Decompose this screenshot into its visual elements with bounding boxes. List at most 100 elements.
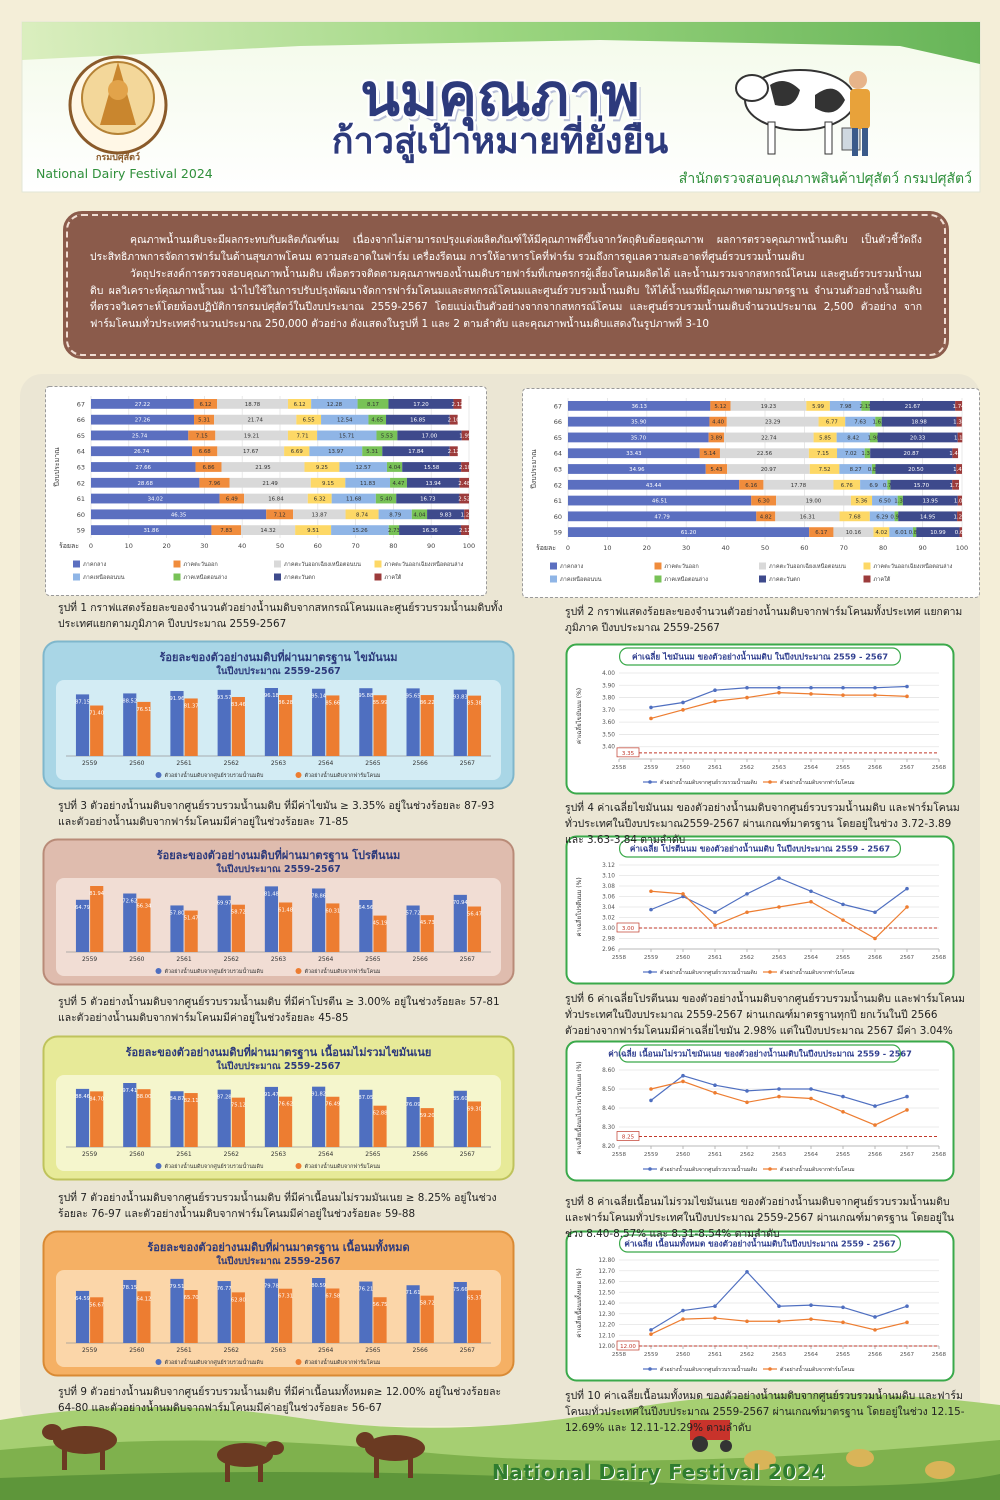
bar-segment: [869, 511, 895, 522]
point: [777, 876, 781, 880]
x-tick-label: 60: [800, 544, 808, 552]
bar-segment: [199, 477, 230, 488]
point: [809, 685, 813, 690]
bar-segment: [860, 479, 888, 490]
y-tick-label: 65: [554, 434, 562, 442]
value-label: 18.78: [245, 402, 261, 408]
value-label: 0.63: [955, 530, 967, 536]
x-tick-label: 2564: [804, 955, 819, 961]
bar-segment: [459, 493, 469, 504]
bar: [467, 906, 482, 952]
bar-segment: [382, 446, 450, 457]
legend-swatch: [295, 1163, 302, 1169]
point: [649, 1098, 653, 1103]
bar-segment: [91, 398, 194, 409]
y-tick-label: 12.60: [598, 1280, 615, 1286]
point: [713, 1316, 717, 1320]
value-label: 69.30: [467, 1106, 482, 1112]
x-tick-label: 2568: [932, 1352, 947, 1358]
y-tick-label: 66: [554, 418, 562, 426]
y-tick-label: 3.40: [602, 745, 615, 751]
x-tick-label: 2566: [868, 955, 883, 961]
y-tick-label: 12.10: [598, 1333, 615, 1339]
point: [745, 1270, 749, 1274]
chart-title: ร้อยละของตัวอย่างนมดิบที่ผ่านมาตรฐาน เนื…: [147, 1239, 409, 1255]
value-label: 1.95: [459, 433, 471, 439]
caption: รูปที่ 7 ตัวอย่างน้ำนมดิบจากศูนย์รวบรวมน…: [58, 1192, 497, 1221]
value-label: 35.70: [631, 435, 647, 441]
value-label: 7.02: [845, 451, 857, 457]
point: [649, 1328, 653, 1332]
bar-segment: [91, 525, 212, 536]
bar: [420, 1295, 434, 1343]
point: [649, 1087, 653, 1091]
value-label: 86.28: [278, 700, 293, 706]
value-label: 0.78: [883, 483, 896, 489]
value-label: 5.31: [198, 418, 210, 424]
x-tick-label: 2566: [413, 1347, 428, 1354]
value-label: 5.12: [714, 404, 726, 410]
y-tick-label: 3.02: [602, 916, 615, 922]
bar-segment: [912, 527, 917, 538]
value-label: 87.15: [75, 699, 90, 705]
value-label: 66.34: [136, 904, 152, 910]
bar-segment: [836, 432, 870, 443]
value-label: 0.92: [890, 514, 902, 520]
value-label: 64.12: [136, 1296, 151, 1302]
value-label: 2.10: [459, 465, 472, 471]
value-label: 5.36: [855, 499, 868, 505]
value-label: 46.51: [652, 499, 667, 505]
legend-swatch: [654, 575, 662, 583]
value-label: 16.73: [420, 497, 435, 503]
value-label: 20.50: [908, 467, 924, 473]
point: [905, 905, 909, 909]
value-label: 72.62: [122, 899, 137, 905]
bar-segment: [839, 511, 870, 522]
bar: [170, 905, 184, 952]
y-tick-label: 12.50: [598, 1290, 615, 1296]
value-label: 0.88: [868, 467, 881, 473]
x-tick-label: 30: [200, 542, 208, 550]
value-label: 15.70: [914, 483, 930, 489]
value-label: 3.89: [710, 435, 723, 441]
bar-segment: [726, 416, 819, 427]
chart: 0 10 20 30 40 50 60 70 80 90 100 ร้อยละ ปีงบประมาณ 59…: [522, 388, 980, 598]
y-tick-label: 3.10: [602, 874, 615, 880]
y-tick-label: 2.96: [602, 947, 615, 953]
bar-segment: [916, 527, 960, 538]
value-label: 83.46: [231, 702, 246, 708]
value-label: 47.79: [654, 514, 670, 520]
y-tick-label: 61: [554, 497, 562, 505]
value-label: 87.05: [358, 1095, 373, 1101]
value-label: 4.02: [875, 530, 887, 536]
value-label: 20.33: [910, 435, 925, 441]
x-tick-label: 100: [956, 544, 968, 552]
value-label: 58.72: [420, 1301, 435, 1307]
point: [681, 1079, 685, 1084]
point: [777, 1094, 781, 1099]
logo: [68, 55, 168, 155]
value-label: 81.48: [264, 891, 279, 897]
bar-segment: [568, 448, 700, 459]
bar-segment: [287, 430, 318, 441]
point: [681, 1308, 685, 1313]
chart: ค่าเฉลี่ย ไขมันนม ของตัวอย่างน้ำนมดิบ ใน…: [565, 643, 955, 795]
chart-title: ค่าเฉลี่ย โปรตีนนม ของตัวอย่างน้ำนมดิบ ใ…: [630, 842, 891, 854]
bar-segment: [397, 430, 462, 441]
bar-segment: [850, 495, 873, 506]
x-tick-label: 2567: [460, 1151, 475, 1158]
legend-swatch: [648, 970, 652, 974]
x-tick-label: 2563: [271, 1151, 286, 1158]
y-tick-label: 65: [77, 432, 85, 440]
bar-segment: [727, 464, 810, 474]
bar: [90, 1091, 104, 1147]
y-tick-label: 64: [77, 448, 85, 456]
value-label: 9.25: [316, 465, 328, 471]
legend-swatch: [155, 1163, 162, 1169]
bar: [123, 1279, 137, 1343]
x-tick-label: 10: [125, 542, 133, 550]
bar-segment: [309, 446, 363, 457]
chart: ค่าเฉลี่ย เนื้อนมไม่รวมไขมันเนย ของตัวอย…: [565, 1040, 955, 1182]
value-label: 64.56: [358, 905, 373, 911]
bar-segment: [91, 462, 196, 472]
